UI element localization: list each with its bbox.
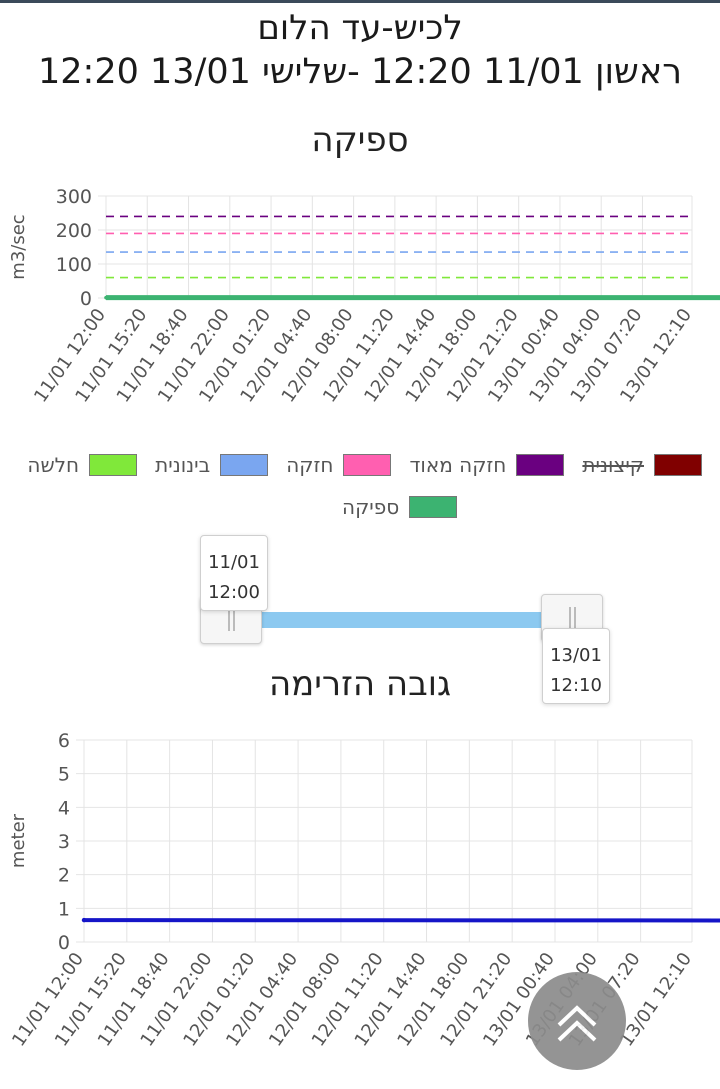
y-tick-label: 5 [58,764,70,786]
legend-swatch [516,454,565,476]
data-point [81,917,87,923]
y-tick-label: 1 [58,898,70,920]
y-axis-label: m3/sec [8,214,29,279]
y-tick-label: 100 [56,254,92,276]
legend-swatch [343,454,392,476]
range-end-date: 13/01 [550,645,602,666]
y-tick-label: 300 [56,186,92,208]
legend-swatch [409,496,458,518]
grip-line [574,607,576,629]
data-point [104,295,108,300]
range-start-date: 11/01 [208,552,260,573]
y-tick-label: 0 [58,932,70,954]
legend-label: חלשה [27,453,80,477]
legend-item-strong[interactable]: חזקה [286,453,392,477]
y-tick-label: 0 [80,288,92,310]
grip-line [228,609,230,631]
grip-line [233,609,235,631]
legend-item-flow[interactable]: ספיקה [342,495,458,519]
legend-row-2: ספיקה [342,495,458,519]
legend-label: חזקה [286,453,334,477]
legend-swatch [654,454,702,476]
legend-item-weak[interactable]: חלשה [27,453,138,477]
legend-item-extreme[interactable]: קיצונית [582,453,702,477]
range-start-tooltip: 11/01 12:00 [200,535,268,611]
flow-chart-title: ספיקה [311,120,409,160]
range-end-time: 12:10 [550,675,602,696]
range-start-time: 12:00 [208,582,260,603]
legend-row-1: קיצונית חזקה מאוד חזקה בינונית חלשה [27,453,702,477]
y-tick-label: 2 [58,865,70,887]
legend-label: בינונית [155,453,211,477]
y-tick-label: 6 [58,730,70,752]
scroll-to-top-button[interactable] [528,972,626,1070]
legend-label: ספיקה [342,495,400,519]
y-tick-label: 200 [56,220,92,242]
y-axis-label: meter [8,813,29,868]
grip-line [569,607,571,629]
legend-label: קיצונית [582,453,644,477]
legend-label: חזקה מאוד [409,453,507,477]
date-range-title: ראשון 11/01 12:20 -שלישי 13/01 12:20 [38,52,682,92]
series-line [83,918,720,923]
top-status-strip [0,0,720,3]
series-line [106,295,720,301]
y-tick-label: 3 [58,831,70,853]
legend-item-very-strong[interactable]: חזקה מאוד [409,453,565,477]
legend-swatch [220,454,269,476]
double-chevron-up-icon [557,1005,597,1042]
range-end-tooltip: 13/01 12:10 [542,628,610,704]
legend-swatch [89,454,138,476]
level-chart-title: גובה הזרימה [268,664,452,704]
y-tick-label: 4 [58,797,70,819]
date-range-slider-track[interactable] [230,612,572,628]
page-title: לכיש-עד הלום [257,8,463,48]
legend-item-medium[interactable]: בינונית [155,453,269,477]
